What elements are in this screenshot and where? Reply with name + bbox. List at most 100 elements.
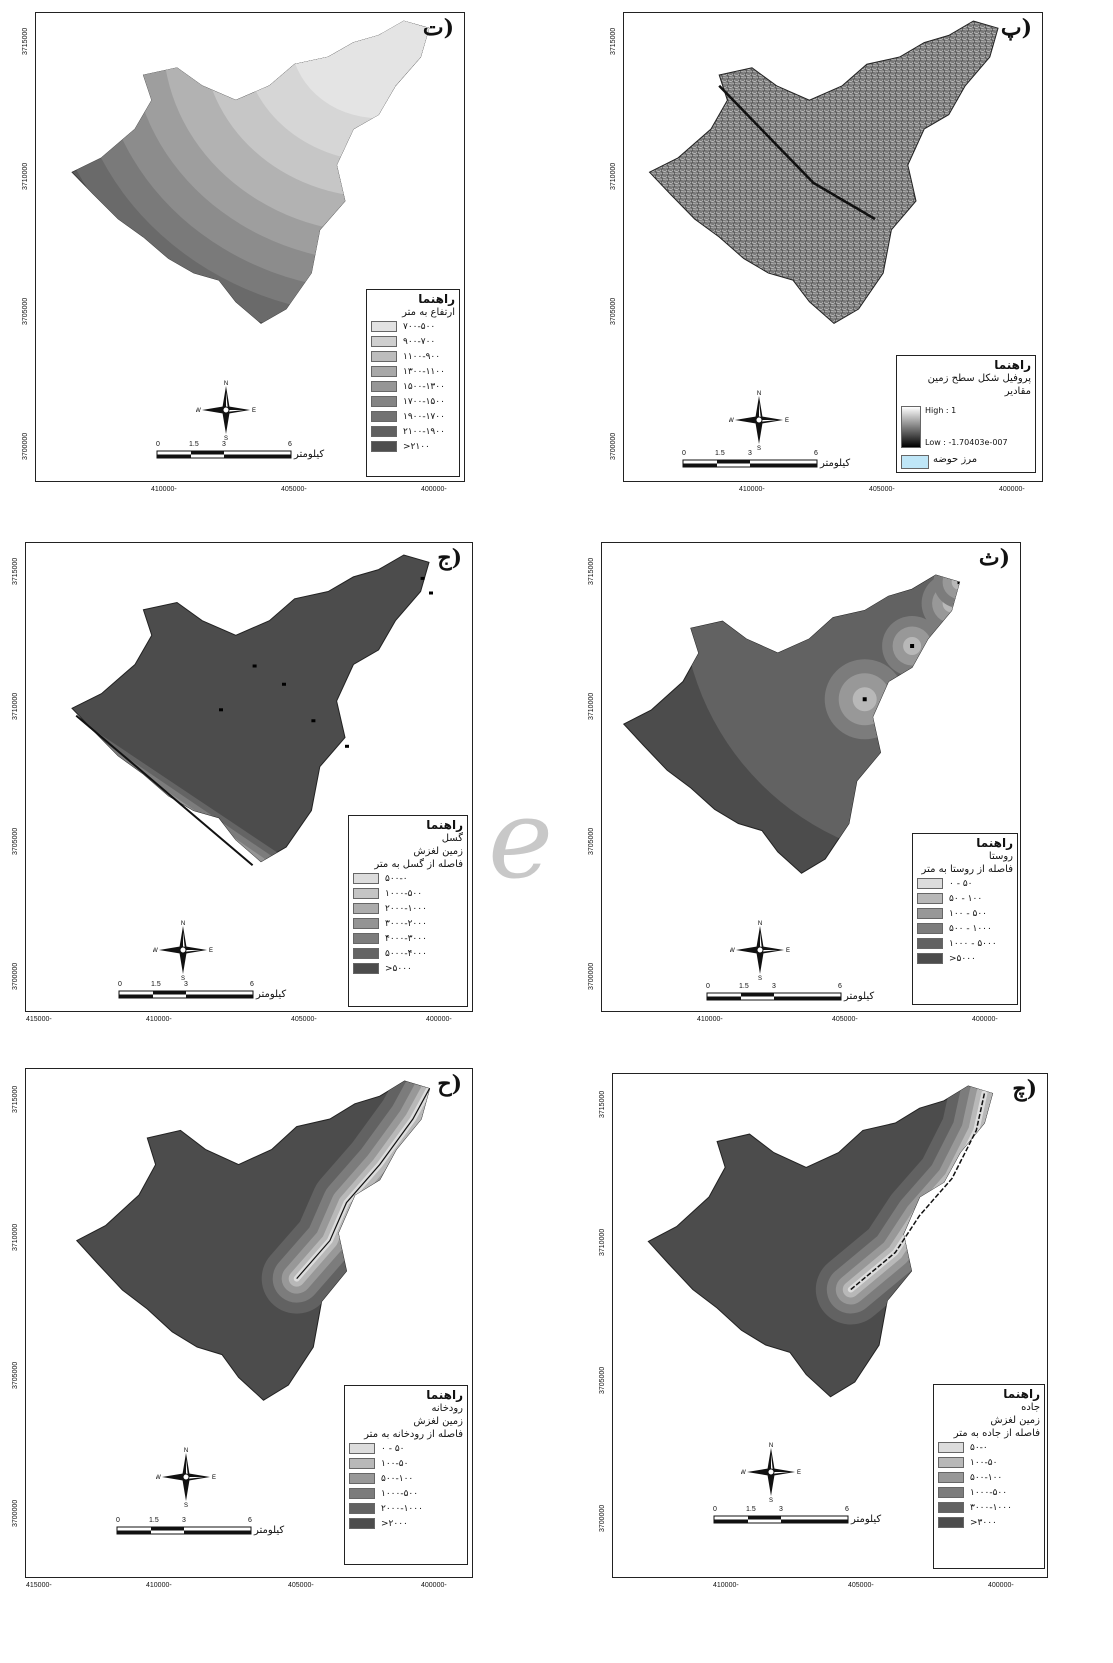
legend-line-label: گسل [441, 833, 463, 844]
legend-swatch [917, 908, 943, 919]
legend-swatch [353, 888, 379, 899]
y-coordinate-label: 3715000 [588, 557, 595, 585]
legend-swatch [353, 918, 379, 929]
legend-title: راهنما [418, 292, 455, 306]
legend-row: ۵۰۰۰-۴۰۰۰ [353, 946, 463, 961]
scale-tick-label: 1.5 [149, 1517, 159, 1524]
x-coordinate-label: 400000- [426, 1016, 452, 1023]
legend-box: راهنما روستا فاصله از روستا به متر ۵۰ - ۰ ۱۰… [912, 833, 1018, 1005]
legend-item-label: ۱۳۰۰-۱۱۰۰ [403, 366, 445, 377]
scale-bar: 0 1.5 3 6 کیلومتر [118, 981, 318, 1003]
north-arrow-icon: N S E W [153, 921, 213, 980]
x-coordinate-label: 410000- [146, 1582, 172, 1589]
legend-swatch [371, 351, 397, 362]
legend-swatch [349, 1458, 375, 1469]
legend-row: ۱۳۰۰-۱۱۰۰ [371, 364, 455, 379]
legend-subtitle: پروفیل شکل سطح زمین [927, 373, 1031, 384]
compass-letter: S [769, 1498, 773, 1502]
legend-item-label: ۵۰ - ۰ [949, 878, 973, 889]
compass-letter: N [769, 1443, 773, 1449]
x-coordinate-label: 415000- [26, 1582, 52, 1589]
legend-item-label: ۵۰۰۰-۴۰۰۰ [385, 948, 427, 959]
scale-tick-label: 3 [222, 441, 226, 448]
legend-row: ۱۷۰۰-۱۵۰۰ [371, 394, 455, 409]
y-coordinate-label: 3705000 [12, 827, 19, 855]
legend-row: ۵۰ - ۰ [349, 1441, 463, 1456]
legend-item-label: ۲۱۰۰-۱۹۰۰ [403, 426, 445, 437]
legend-item-label: ۹۰۰-۷۰۰ [403, 336, 436, 347]
y-coordinate-label: 3705000 [588, 827, 595, 855]
legend-low-label: Low : -1.70403e-007 [925, 438, 1008, 447]
legend-item-label: ۲۰۰۰-۱۰۰۰ [381, 1503, 423, 1514]
scale-tick-label: 6 [845, 1506, 849, 1513]
legend-swatch [938, 1487, 964, 1498]
x-coordinate-label: 410000- [151, 486, 177, 493]
x-coordinate-label: 410000- [697, 1016, 723, 1023]
y-coordinate-label: 3715000 [22, 27, 29, 55]
compass-letter: E [252, 408, 256, 414]
map-panel-elevation: ت) 3715000 3710000 3705000 3700000 410000- 405… [22, 12, 465, 493]
legend-row: ۱۰۰۰-۵۰۰ [938, 1485, 1040, 1500]
legend-item-label: ۳۰۰۰-۱۰۰۰ [970, 1502, 1012, 1513]
compass-letter: W [729, 418, 734, 424]
scale-tick-label: 0 [156, 441, 160, 448]
scale-tick-label: 0 [116, 1517, 120, 1524]
legend-swatch [349, 1488, 375, 1499]
legend-landslide-label: زمین لغزش [413, 846, 463, 857]
legend-item-label: ۵۰۰-۰ [385, 873, 408, 884]
legend-row: ۵۰۰۰< [917, 951, 1013, 966]
legend-box: راهنما جاده زمین لغزش فاصله از جاده به متر ۵… [933, 1384, 1045, 1569]
scale-bar-graphic [706, 992, 842, 1001]
scale-tick-label: 3 [772, 983, 776, 990]
scale-tick-label: 1.5 [715, 450, 725, 457]
legend-swatch [353, 933, 379, 944]
north-arrow-icon: N S E W [730, 921, 790, 980]
elevation-map [71, 20, 430, 324]
scale-unit-label: کیلومتر [820, 458, 851, 469]
legend-subtitle: فاصله از گسل به متر [374, 859, 463, 870]
legend-swatch [371, 441, 397, 452]
legend-item-label: ۵۰۰۰< [385, 963, 412, 974]
north-arrow-icon: N S E W [729, 391, 789, 450]
legend-title: راهنما [976, 836, 1013, 850]
scale-tick-label: 6 [838, 983, 842, 990]
legend-line-label: جاده [1021, 1402, 1040, 1413]
legend-row: ۵۰-۰ [938, 1440, 1040, 1455]
panel-letter: ث) [978, 545, 1010, 571]
compass-letter: S [224, 436, 228, 440]
legend-row: ۲۰۰۰-۱۰۰۰ [353, 901, 463, 916]
legend-item-label: ۱۷۰۰-۱۵۰۰ [403, 396, 445, 407]
compass-letter: S [184, 1503, 188, 1507]
y-coordinate-label: 3700000 [22, 432, 29, 460]
legend-item-label: ۱۰۰-۵۰ [381, 1458, 409, 1469]
x-coordinate-label: 405000- [832, 1016, 858, 1023]
x-coordinate-label: 410000- [146, 1016, 172, 1023]
gradient-swatch [901, 406, 921, 448]
legend-title: راهنما [426, 1388, 463, 1402]
legend-item-label: ۱۰۰۰-۵۰۰ [385, 888, 423, 899]
x-coordinate-label: 405000- [869, 486, 895, 493]
scale-tick-label: 0 [682, 450, 686, 457]
legend-row: ۵۰۰۰< [353, 961, 463, 976]
road-distance-map [647, 1085, 994, 1398]
legend-subtitle: فاصله از جاده به متر [953, 1428, 1040, 1439]
legend-row: ۳۰۰۰-۱۰۰۰ [938, 1500, 1040, 1515]
legend-swatch [917, 953, 943, 964]
legend-landslide-label: زمین لغزش [413, 1416, 463, 1427]
map-panel-road-distance: چ) 3715000 3710000 3705000 3700000 410000- 405… [599, 1073, 1048, 1589]
map-panel-river-distance: ح) 3715000 3710000 3705000 3700000 415000- 410… [12, 1068, 473, 1589]
scale-tick-label: 1.5 [739, 983, 749, 990]
map-panel-village-distance: ث) 3715000 3710000 3705000 3700000 410000- 405… [588, 542, 1021, 1023]
y-coordinate-label: 3700000 [12, 962, 19, 990]
scale-tick-label: 0 [118, 981, 122, 988]
y-coordinate-label: 3700000 [599, 1504, 606, 1532]
scale-tick-label: 3 [748, 450, 752, 457]
compass-letter: E [212, 1475, 216, 1481]
x-coordinate-label: 405000- [291, 1016, 317, 1023]
legend-swatch [353, 903, 379, 914]
legend-item-label: ۵۰۰۰ - ۱۰۰۰ [949, 938, 997, 949]
scale-bar-graphic [682, 459, 818, 468]
legend-row: ۱۰۰۰-۵۰۰ [349, 1486, 463, 1501]
compass-letter: S [181, 976, 185, 980]
x-coordinate-label: 405000- [288, 1582, 314, 1589]
